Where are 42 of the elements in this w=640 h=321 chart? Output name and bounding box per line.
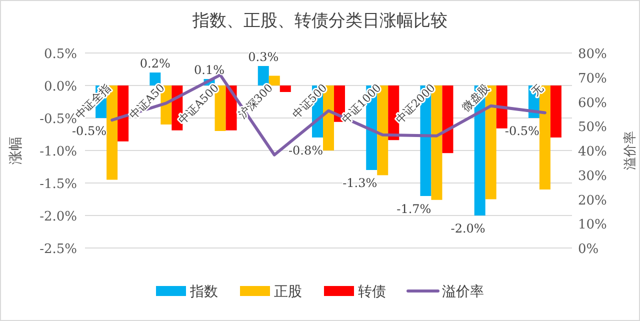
bar xyxy=(258,66,269,86)
data-label: 0.3% xyxy=(248,50,279,64)
y-tick-label: 0.0% xyxy=(44,80,77,94)
y2-tick-label: 30% xyxy=(578,168,607,184)
data-label: -1.3% xyxy=(342,176,378,190)
y2-tick-label: 50% xyxy=(578,120,607,136)
data-label: 0.2% xyxy=(140,56,170,70)
y2-tick-label: 60% xyxy=(578,96,607,111)
bar xyxy=(442,86,454,154)
bar xyxy=(118,86,129,142)
bar xyxy=(280,86,291,92)
data-label: -0.5% xyxy=(72,124,107,138)
y2-tick-label: 80% xyxy=(578,47,607,62)
y2-tick-label: 20% xyxy=(578,193,607,208)
y2-tick-label: 10% xyxy=(578,218,607,233)
legend-label: 指数 xyxy=(189,284,218,300)
bar xyxy=(268,76,280,86)
data-label: -2.0% xyxy=(450,222,486,236)
data-label: -0.8% xyxy=(288,144,323,158)
y-tick-label: -2.0% xyxy=(40,210,77,224)
line-series xyxy=(110,73,546,156)
bar xyxy=(550,86,562,138)
legend-label: 正股 xyxy=(274,284,302,300)
y2-tick-label: 0% xyxy=(578,242,599,257)
legend-label: 转债 xyxy=(358,284,386,300)
y2-tick-label: 70% xyxy=(578,71,607,86)
data-label: -0.5% xyxy=(504,124,540,138)
legend-label: 溢价率 xyxy=(442,284,484,300)
x-tick-label: 无 xyxy=(529,81,546,98)
bar xyxy=(150,72,161,86)
y-tick-label: -1.0% xyxy=(40,144,77,160)
y2-tick-label: 40% xyxy=(578,144,607,160)
y2-axis-title: 溢价率 xyxy=(622,131,638,170)
y-tick-label: -0.5% xyxy=(40,112,77,127)
data-label: -1.7% xyxy=(396,202,432,216)
y-tick-label: 0.5% xyxy=(44,47,77,62)
data-label: 0.1% xyxy=(194,63,225,77)
y-tick-label: -2.5% xyxy=(40,242,77,257)
y-axis-title: 涨幅 xyxy=(8,136,24,164)
chart-title: 指数、正股、转债分类日涨幅比较 xyxy=(192,11,448,31)
y-tick-label: -1.5% xyxy=(40,177,77,192)
x-tick-label: 微盘股 xyxy=(459,81,492,114)
